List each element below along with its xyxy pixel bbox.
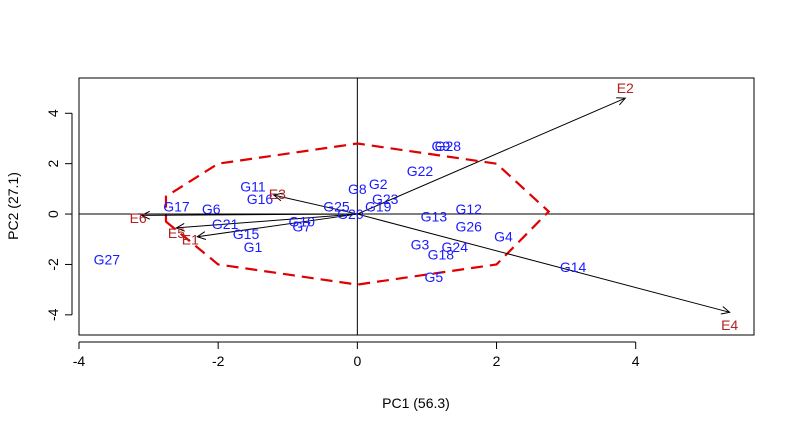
genotype-g21: G21 bbox=[212, 216, 239, 232]
genotype-g14: G14 bbox=[560, 259, 587, 275]
x-tick-label: -2 bbox=[212, 353, 225, 369]
genotype-g3: G3 bbox=[411, 236, 430, 252]
arrowhead-e4 bbox=[720, 306, 731, 315]
environment-e6: E6 bbox=[130, 210, 147, 226]
vector-e6 bbox=[141, 213, 358, 216]
genotype-g6: G6 bbox=[202, 201, 221, 217]
genotype-g13: G13 bbox=[421, 209, 448, 225]
genotype-g17: G17 bbox=[163, 199, 190, 215]
genotype-g7: G7 bbox=[292, 219, 311, 235]
environment-vectors bbox=[140, 97, 731, 315]
genotype-g19: G19 bbox=[365, 199, 392, 215]
y-tick-label: 2 bbox=[45, 160, 61, 168]
genotype-g25: G25 bbox=[323, 199, 350, 215]
y-axis: -4 -2 0 2 4 bbox=[45, 109, 73, 321]
genotype-g2: G2 bbox=[369, 176, 388, 192]
environment-e2: E2 bbox=[617, 80, 634, 96]
environment-e1: E1 bbox=[182, 231, 199, 247]
x-axis-title: PC1 (56.3) bbox=[382, 395, 450, 411]
genotype-g27: G27 bbox=[94, 251, 121, 267]
convex-hull bbox=[164, 142, 551, 286]
genotype-g4: G4 bbox=[494, 229, 513, 245]
genotype-g22: G22 bbox=[407, 163, 434, 179]
genotype-g20: G20 bbox=[337, 206, 364, 222]
genotype-g16: G16 bbox=[247, 191, 274, 207]
x-tick-label: -4 bbox=[73, 353, 86, 369]
genotype-g28: G28 bbox=[435, 138, 462, 154]
genotype-g23: G23 bbox=[372, 191, 399, 207]
genotype-g26: G26 bbox=[455, 219, 482, 235]
vector-e3 bbox=[273, 194, 358, 215]
y-axis-title: PC2 (27.1) bbox=[5, 172, 21, 240]
arrowhead-e2 bbox=[616, 97, 627, 106]
x-axis: -4 -2 0 2 4 bbox=[73, 341, 640, 369]
x-tick-label: 0 bbox=[353, 353, 361, 369]
genotype-g18: G18 bbox=[428, 246, 455, 262]
genotype-g12: G12 bbox=[455, 201, 482, 217]
vector-e2 bbox=[357, 97, 626, 215]
genotype-g1: G1 bbox=[244, 239, 263, 255]
vector-e4 bbox=[357, 213, 730, 313]
arrowhead-e6 bbox=[140, 210, 150, 220]
y-tick-label: -4 bbox=[45, 308, 61, 321]
vector-e5 bbox=[176, 213, 358, 229]
genotype-g11: G11 bbox=[240, 178, 266, 194]
environment-e4: E4 bbox=[721, 317, 738, 333]
y-tick-label: 4 bbox=[45, 109, 61, 117]
genotype-g15: G15 bbox=[233, 226, 260, 242]
x-tick-label: 2 bbox=[493, 353, 501, 369]
arrowhead-e3 bbox=[272, 192, 283, 202]
genotype-g10: G10 bbox=[288, 214, 315, 230]
arrowhead-e5 bbox=[175, 222, 185, 232]
plot-frame bbox=[78, 77, 755, 336]
y-tick-label: 0 bbox=[45, 210, 61, 218]
genotype-g8: G8 bbox=[348, 181, 367, 197]
environment-e3: E3 bbox=[269, 186, 286, 202]
arrowhead-e1 bbox=[196, 231, 207, 240]
x-tick-label: 4 bbox=[632, 353, 640, 369]
genotype-g9: G9 bbox=[432, 138, 451, 154]
y-tick-label: -2 bbox=[45, 258, 61, 271]
genotype-g24: G24 bbox=[442, 239, 469, 255]
genotype-g5: G5 bbox=[425, 269, 444, 285]
environment-e5: E5 bbox=[168, 225, 185, 241]
vector-e1 bbox=[197, 213, 358, 238]
